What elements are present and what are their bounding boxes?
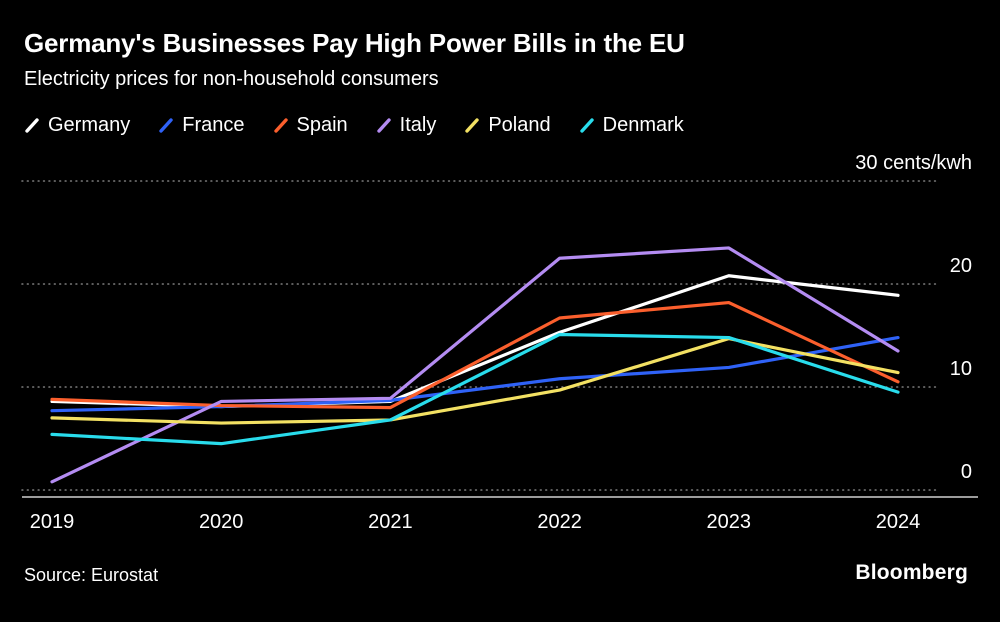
legend-slash-icon bbox=[465, 118, 480, 133]
y-tick-label: 20 bbox=[950, 255, 972, 277]
legend-label: Germany bbox=[48, 114, 131, 136]
legend-item-poland: Poland bbox=[464, 114, 551, 137]
series-line-italy bbox=[50, 246, 900, 484]
x-tick-label: 2023 bbox=[707, 511, 752, 533]
legend-slash-icon bbox=[579, 118, 594, 133]
series-line-spain bbox=[50, 300, 900, 410]
series-line-poland bbox=[50, 336, 900, 425]
legend-item-france: France bbox=[158, 114, 245, 137]
source-note: Source: Eurostat bbox=[24, 565, 159, 585]
x-tick-label: 2020 bbox=[199, 511, 244, 533]
legend-item-germany: Germany bbox=[24, 114, 130, 137]
series-line-denmark bbox=[50, 332, 900, 446]
x-tick-label: 2024 bbox=[876, 511, 921, 533]
legend-label: Poland bbox=[488, 114, 551, 136]
legend-slash-icon bbox=[25, 118, 39, 133]
legend-slash-icon bbox=[376, 118, 391, 133]
series-line-france bbox=[50, 335, 900, 413]
bloomberg-logo: Bloomberg bbox=[855, 561, 968, 584]
legend-item-italy: Italy bbox=[376, 114, 437, 137]
chart-title: Germany's Businesses Pay High Power Bill… bbox=[24, 28, 685, 58]
x-tick-label: 2021 bbox=[368, 511, 413, 533]
chart-header: Germany's Businesses Pay High Power Bill… bbox=[24, 28, 685, 91]
legend-label: Italy bbox=[399, 114, 437, 136]
y-tick-label: 0 bbox=[961, 461, 972, 483]
y-tick-label: 10 bbox=[950, 358, 972, 380]
legend-item-denmark: Denmark bbox=[579, 114, 684, 137]
y-tick-label: 30 cents/kwh bbox=[855, 152, 972, 174]
legend-label: Denmark bbox=[602, 114, 684, 136]
chart-subtitle: Electricity prices for non-household con… bbox=[24, 68, 439, 90]
legend-slash-icon bbox=[159, 118, 173, 133]
chart-legend: Germany France Spain Italy Poland Denmar… bbox=[24, 114, 684, 137]
legend-slash-icon bbox=[273, 118, 288, 133]
legend-item-spain: Spain bbox=[273, 114, 348, 137]
x-tick-label: 2019 bbox=[30, 511, 75, 533]
x-tick-label: 2022 bbox=[537, 511, 582, 533]
legend-label: Spain bbox=[296, 114, 348, 136]
legend-label: France bbox=[182, 114, 245, 136]
